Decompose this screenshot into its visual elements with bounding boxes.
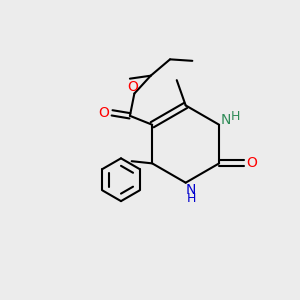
Text: O: O [98,106,109,120]
Text: H: H [186,192,196,205]
Text: H: H [231,110,240,123]
Text: N: N [186,183,196,197]
Text: O: O [128,80,138,94]
Text: O: O [246,156,257,170]
Text: N: N [220,113,231,127]
